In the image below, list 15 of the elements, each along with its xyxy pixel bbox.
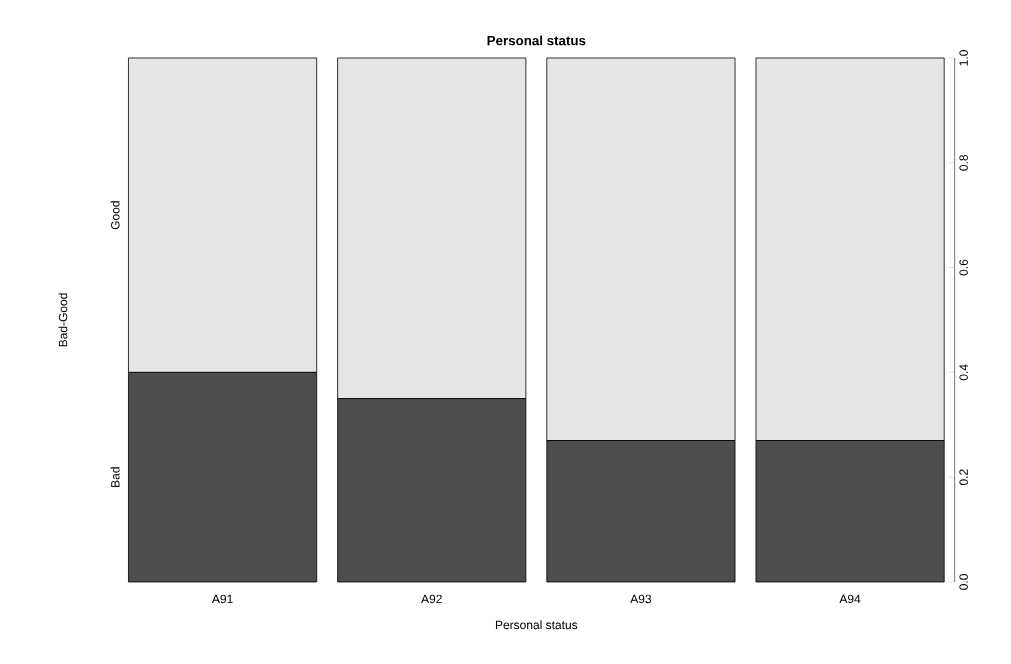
y-tick-label: 0.2 [959, 469, 968, 486]
x-tick-label: A92 [421, 594, 442, 604]
x-axis-title: Personal status [495, 620, 578, 630]
x-tick-label: A94 [839, 594, 861, 604]
chart-title: Personal status [487, 35, 586, 46]
x-tick-label: A91 [211, 594, 233, 604]
y-axis-title: Bad-Good [58, 293, 68, 347]
y-tick-label: 0.4 [959, 364, 968, 381]
text: Bad [110, 467, 120, 487]
text: Good [110, 201, 120, 230]
y-tick-label: 0.6 [959, 259, 968, 276]
y-tick-label: 0.0 [959, 574, 968, 590]
y-tick-label: 1.0 [959, 50, 968, 66]
x-tick-label: A93 [630, 594, 652, 604]
y-tick-label: 0.8 [959, 154, 968, 171]
